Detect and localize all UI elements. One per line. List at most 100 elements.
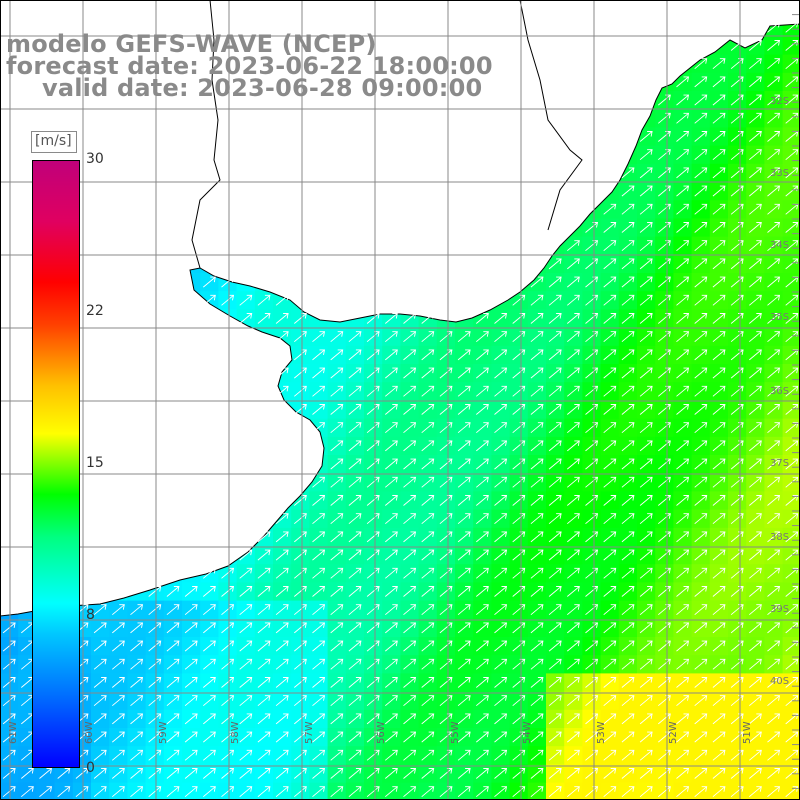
wind-arrow: [749, 167, 762, 179]
wind-arrow: [457, 658, 471, 670]
wind-arrow: [694, 567, 708, 579]
wind-arrow: [385, 458, 398, 470]
wind-arrow: [749, 313, 762, 324]
wind-arrow: [530, 349, 544, 361]
wind-arrow: [348, 640, 362, 652]
wind-arrow: [621, 203, 635, 215]
wind-arrow: [330, 404, 344, 415]
wind-arrow: [457, 331, 471, 343]
wind-arrow: [621, 531, 635, 543]
wind-arrow: [767, 622, 781, 634]
wind-arrow: [785, 604, 799, 616]
wind-arrow: [749, 185, 762, 197]
wind-arrow: [567, 658, 580, 670]
wind-arrow: [203, 713, 216, 725]
wind-arrow: [712, 695, 726, 707]
wind-arrow: [785, 94, 799, 106]
wind-arrow: [567, 349, 580, 361]
wind-arrow: [548, 658, 562, 670]
wind-arrow: [712, 640, 726, 652]
wind-arrow: [749, 331, 762, 343]
wind-arrow: [184, 677, 198, 688]
wind-arrow: [294, 513, 307, 525]
wind-arrow: [639, 713, 653, 725]
wind-arrow: [767, 276, 781, 288]
wind-arrow: [785, 258, 799, 270]
wind-arrow: [712, 258, 726, 270]
wind-arrow: [494, 422, 508, 434]
wind-arrow: [676, 677, 690, 688]
wind-arrow: [275, 786, 289, 798]
wind-arrow: [148, 640, 162, 652]
wind-arrow: [330, 731, 344, 743]
wind-arrow: [767, 604, 781, 616]
wind-arrow: [749, 440, 762, 452]
wind-arrow: [166, 677, 180, 688]
wind-arrow: [530, 658, 544, 670]
lon-label: 56W: [376, 721, 387, 744]
wind-arrow: [676, 786, 690, 798]
wind-arrow: [2, 640, 16, 652]
wind-arrow: [221, 622, 235, 634]
wind-arrow: [294, 695, 307, 707]
wind-arrow: [348, 586, 362, 597]
wind-arrow: [676, 203, 690, 215]
wind-arrow: [639, 422, 653, 434]
wind-arrow: [221, 695, 235, 707]
wind-arrow: [749, 385, 762, 397]
wind-arrow: [439, 658, 453, 670]
wind-arrow: [749, 58, 762, 70]
colorbar-tick-0: 0: [86, 760, 95, 776]
wind-arrow: [603, 713, 617, 725]
wind-arrow: [312, 349, 326, 361]
wind-arrow: [712, 658, 726, 670]
wind-arrow: [294, 622, 307, 634]
wind-arrow: [494, 677, 508, 688]
wind-arrow: [148, 658, 162, 670]
wind-arrow: [421, 604, 435, 616]
wind-arrow: [530, 677, 544, 688]
wind-arrow: [749, 294, 762, 306]
wind-arrow: [494, 640, 508, 652]
wind-arrow: [603, 495, 617, 506]
wind-arrow: [749, 276, 762, 288]
wind-arrow: [712, 240, 726, 252]
wind-arrow: [330, 622, 344, 634]
wind-arrow: [603, 786, 617, 798]
wind-arrow: [767, 294, 781, 306]
wind-arrow: [676, 385, 690, 397]
wind-arrow: [294, 349, 307, 361]
wind-arrow: [639, 440, 653, 452]
wind-arrow: [785, 367, 799, 379]
wind-arrow: [366, 531, 380, 543]
wind-arrow: [712, 367, 726, 379]
wind-arrow: [348, 786, 362, 798]
wind-arrow: [639, 531, 653, 543]
wind-arrow: [749, 640, 762, 652]
wind-arrow: [639, 313, 653, 324]
wind-arrow: [294, 331, 307, 343]
wind-arrow: [457, 749, 471, 761]
wind-arrow: [93, 731, 107, 743]
wind-arrow: [639, 258, 653, 270]
wind-arrow: [749, 222, 762, 233]
wind-arrow: [294, 567, 307, 579]
wind-arrow: [603, 604, 617, 616]
wind-arrow: [239, 567, 253, 579]
wind-arrow: [130, 768, 144, 779]
wind-arrow: [639, 567, 653, 579]
wind-arrow: [621, 367, 635, 379]
wind-arrow: [676, 185, 690, 197]
wind-arrow: [676, 276, 690, 288]
wind-arrow: [112, 749, 125, 761]
wind-arrow: [767, 586, 781, 597]
wind-arrow: [749, 422, 762, 434]
wind-arrow: [621, 476, 635, 488]
wind-arrow: [476, 677, 489, 688]
wind-arrow: [385, 677, 398, 688]
wind-arrow: [457, 677, 471, 688]
wind-arrow: [403, 440, 417, 452]
wind-arrow: [130, 749, 144, 761]
wind-arrow: [494, 731, 508, 743]
colorbar-tick-15: 15: [86, 455, 104, 471]
